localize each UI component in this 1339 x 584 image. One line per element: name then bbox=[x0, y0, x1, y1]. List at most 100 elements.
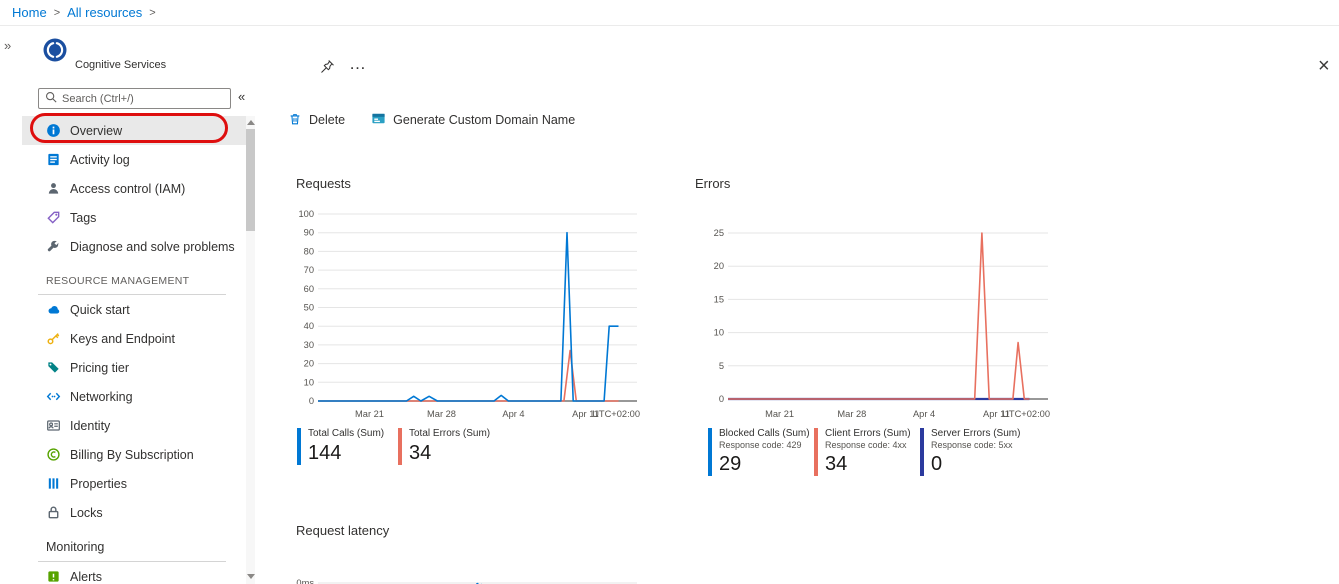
sidebar-item-locks[interactable]: Locks bbox=[22, 498, 248, 527]
sidebar-item-label: Properties bbox=[70, 476, 127, 491]
svg-text:Mar 28: Mar 28 bbox=[427, 409, 456, 419]
wrench-icon bbox=[46, 239, 61, 254]
sidebar-item-label: Locks bbox=[70, 505, 103, 520]
sidebar-item-identity[interactable]: Identity bbox=[22, 411, 248, 440]
menu-search-box[interactable] bbox=[38, 88, 231, 109]
legend-item-server-errors[interactable]: Server Errors (Sum) Response code: 5xx 0 bbox=[920, 428, 1026, 476]
sidebar-item-access-control[interactable]: Access control (IAM) bbox=[22, 174, 248, 203]
svg-text:20: 20 bbox=[714, 261, 724, 271]
sidebar-item-overview[interactable]: Overview bbox=[22, 116, 248, 145]
legend-item-total-calls[interactable]: Total Calls (Sum) 144 bbox=[297, 428, 398, 465]
cognitive-services-icon bbox=[42, 37, 68, 66]
svg-text:Apr 11: Apr 11 bbox=[572, 409, 599, 419]
sidebar-item-pricing-tier[interactable]: Pricing tier bbox=[22, 353, 248, 382]
svg-text:10: 10 bbox=[304, 377, 314, 387]
alerts-icon bbox=[46, 569, 61, 584]
sidebar-scrollbar[interactable] bbox=[246, 116, 255, 584]
svg-text:Apr 4: Apr 4 bbox=[502, 409, 524, 419]
svg-text:UTC+02:00: UTC+02:00 bbox=[592, 409, 640, 419]
legend-value: 144 bbox=[308, 442, 342, 464]
legend-label: Client Errors (Sum) bbox=[825, 428, 911, 439]
requests-chart-card: Requests 0 10 20 30 40 50 60 70 80 90 100 Mar 21 Mar… bbox=[296, 176, 641, 465]
delete-button-label: Delete bbox=[309, 113, 346, 127]
svg-text:0: 0 bbox=[719, 394, 724, 404]
sidebar-item-label: Keys and Endpoint bbox=[70, 331, 175, 346]
legend-color-bar bbox=[708, 428, 712, 476]
sidebar-item-properties[interactable]: Properties bbox=[22, 469, 248, 498]
svg-text:70: 70 bbox=[304, 265, 314, 275]
svg-text:Apr 4: Apr 4 bbox=[913, 409, 935, 419]
request-latency-chart[interactable]: 200ms bbox=[286, 556, 641, 584]
sidebar-item-networking[interactable]: Networking bbox=[22, 382, 248, 411]
svg-text:30: 30 bbox=[304, 340, 314, 350]
svg-text:80: 80 bbox=[304, 246, 314, 256]
more-options-icon[interactable]: … bbox=[349, 54, 366, 73]
search-input[interactable] bbox=[62, 92, 224, 105]
divider bbox=[38, 294, 226, 295]
expand-portal-menu-button[interactable]: » bbox=[4, 38, 12, 53]
divider bbox=[38, 561, 226, 562]
sidebar-item-alerts[interactable]: Alerts bbox=[22, 562, 248, 584]
sidebar-item-activity-log[interactable]: Activity log bbox=[22, 145, 248, 174]
sidebar-item-tags[interactable]: Tags bbox=[22, 203, 248, 232]
sidebar-item-diagnose[interactable]: Diagnose and solve problems bbox=[22, 232, 248, 261]
breadcrumb-home-link[interactable]: Home bbox=[12, 5, 47, 20]
sidebar-item-label: Pricing tier bbox=[70, 360, 130, 375]
access-control-icon bbox=[46, 181, 61, 196]
legend-color-bar bbox=[398, 428, 402, 465]
legend-item-total-errors[interactable]: Total Errors (Sum) 34 bbox=[398, 428, 499, 465]
legend-sublabel: Response code: 4xx bbox=[825, 440, 907, 450]
legend-label: Blocked Calls (Sum) bbox=[719, 428, 810, 439]
sidebar-item-label: Alerts bbox=[70, 569, 102, 584]
svg-text:20: 20 bbox=[304, 359, 314, 369]
svg-text:Mar 28: Mar 28 bbox=[837, 409, 866, 419]
resource-blade: » Cognitive Services « Overview bbox=[0, 25, 1339, 584]
sidebar-item-quick-start[interactable]: Quick start bbox=[22, 295, 248, 324]
svg-text:0: 0 bbox=[309, 396, 314, 406]
delete-button[interactable]: Delete bbox=[288, 112, 345, 129]
legend-item-client-errors[interactable]: Client Errors (Sum) Response code: 4xx 3… bbox=[814, 428, 920, 476]
command-bar: Delete Generate Custom Domain Name bbox=[288, 111, 575, 129]
resource-menu: Overview Activity log Access control (IA… bbox=[22, 116, 248, 584]
svg-text:Apr 11: Apr 11 bbox=[983, 409, 1010, 419]
request-latency-chart-title: Request latency bbox=[296, 523, 390, 538]
requests-chart[interactable]: 0 10 20 30 40 50 60 70 80 90 100 Mar 21 Mar 28 Apr 4 A… bbox=[296, 196, 641, 429]
key-icon bbox=[46, 331, 61, 346]
breadcrumb-chevron-icon: > bbox=[149, 6, 156, 19]
legend-color-bar bbox=[297, 428, 301, 465]
legend-value: 29 bbox=[719, 453, 742, 475]
sidebar-item-label: Quick start bbox=[70, 302, 130, 317]
sidebar-item-keys-endpoint[interactable]: Keys and Endpoint bbox=[22, 324, 248, 353]
pin-icon[interactable] bbox=[320, 59, 335, 77]
scrollbar-thumb[interactable] bbox=[246, 129, 255, 231]
close-icon[interactable]: × bbox=[1318, 55, 1330, 77]
scrollbar-down-arrow[interactable] bbox=[246, 573, 255, 581]
cloud-icon bbox=[46, 302, 61, 317]
legend-sublabel: Response code: 429 bbox=[719, 440, 802, 450]
legend-label: Total Calls (Sum) bbox=[308, 428, 385, 439]
breadcrumb: Home > All resources > bbox=[12, 5, 156, 20]
errors-legend: Blocked Calls (Sum) Response code: 429 2… bbox=[695, 428, 1026, 476]
requests-legend: Total Calls (Sum) 144 Total Errors (Sum)… bbox=[296, 428, 499, 465]
sidebar-item-billing[interactable]: Billing By Subscription bbox=[22, 440, 248, 469]
networking-icon bbox=[46, 389, 61, 404]
svg-text:60: 60 bbox=[304, 284, 314, 294]
breadcrumb-all-resources-link[interactable]: All resources bbox=[67, 5, 143, 20]
svg-text:25: 25 bbox=[714, 228, 724, 238]
pricing-tag-icon bbox=[46, 360, 61, 375]
scrollbar-up-arrow[interactable] bbox=[246, 119, 255, 127]
errors-chart-title: Errors bbox=[695, 176, 731, 191]
svg-text:90: 90 bbox=[304, 228, 314, 238]
trash-icon bbox=[288, 112, 302, 129]
generate-custom-domain-button[interactable]: Generate Custom Domain Name bbox=[371, 111, 575, 129]
svg-text:5: 5 bbox=[719, 361, 724, 371]
sidebar-item-label: Overview bbox=[70, 123, 123, 138]
errors-chart[interactable]: 0 5 10 15 20 25 Mar 21 Mar 28 Apr 4 Apr 11 UTC+02:… bbox=[695, 196, 1051, 429]
legend-label: Total Errors (Sum) bbox=[409, 428, 491, 439]
svg-text:10: 10 bbox=[714, 328, 724, 338]
errors-chart-card: Errors 0 5 10 15 20 25 Mar 21 Mar 28 Apr 4 Apr 11… bbox=[695, 176, 1055, 476]
tag-icon bbox=[46, 210, 61, 225]
legend-item-blocked-calls[interactable]: Blocked Calls (Sum) Response code: 429 2… bbox=[708, 428, 814, 476]
collapse-menu-button[interactable]: « bbox=[238, 89, 246, 104]
lock-icon bbox=[46, 505, 61, 520]
